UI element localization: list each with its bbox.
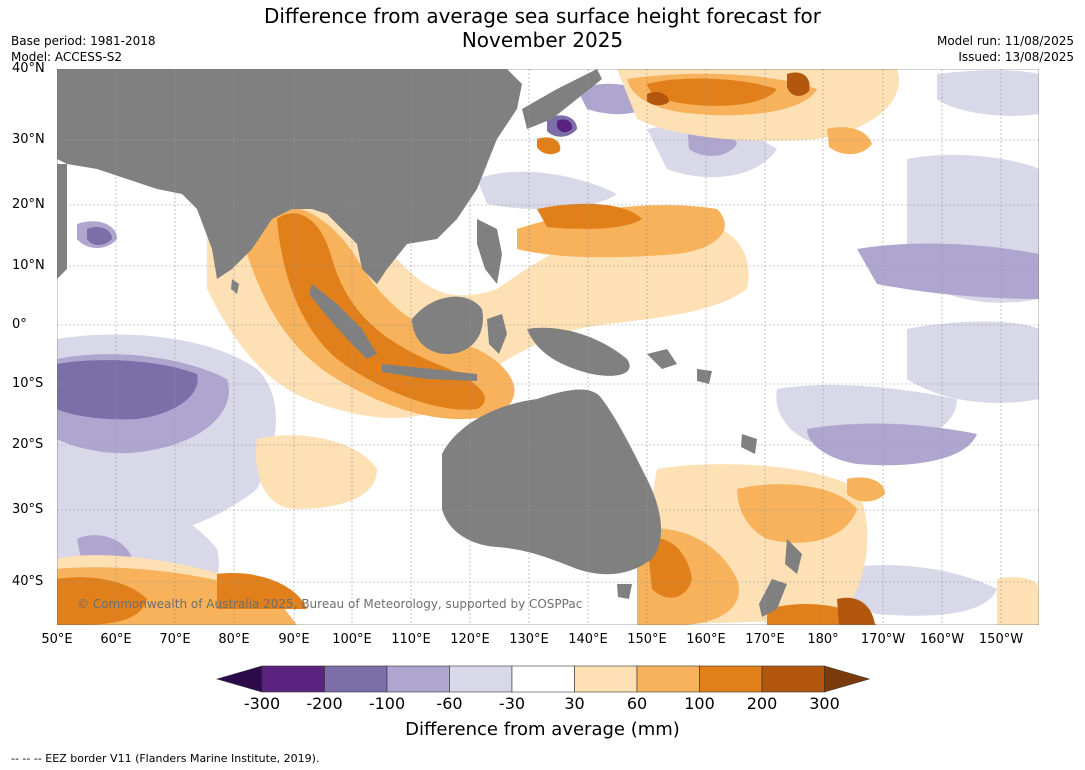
model-run: Model run: 11/08/2025 <box>936 34 1074 48</box>
colorbar-tick-label: -300 <box>243 694 281 713</box>
latitude-label: 20°S <box>12 437 44 452</box>
colorbar-bin <box>511 665 575 693</box>
anomaly-strong-positive <box>57 78 877 625</box>
colorbar-bin <box>386 665 450 693</box>
longitude-label: 160°E <box>686 632 726 647</box>
land-masses <box>57 69 802 617</box>
anomaly-extreme-negative <box>557 119 573 133</box>
latitude-label: 30°S <box>12 502 44 517</box>
meta-left: Base period: 1981-2018 Model: ACCESS-S2 <box>11 33 156 65</box>
colorbar-label: Difference from average (mm) <box>405 719 680 740</box>
copyright-notice: © Commonwealth of Australia 2025, Bureau… <box>77 597 583 611</box>
colorbar-tick-label: 30 <box>564 694 585 713</box>
colorbar-tick-label: 60 <box>626 694 648 713</box>
colorbar <box>215 665 870 693</box>
colorbar-extend-max <box>824 665 870 693</box>
colorbar-bin <box>449 665 513 693</box>
latitude-label: 30°N <box>12 132 45 147</box>
latitude-label: 20°N <box>12 197 45 212</box>
issued-date: Issued: 13/08/2025 <box>958 50 1074 64</box>
longitude-label: 70°E <box>159 632 191 647</box>
longitude-label: 120°E <box>450 632 490 647</box>
latitude-label: 40°N <box>12 61 45 76</box>
colorbar-bin <box>261 665 325 693</box>
colorbar-tick-label: -30 <box>498 694 526 713</box>
longitude-label: 150°E <box>627 632 667 647</box>
title-line-1: Difference from average sea surface heig… <box>263 4 822 28</box>
latitude-label: 10°N <box>12 258 45 273</box>
eez-footnote: -- -- -- EEZ border V11 (Flanders Marine… <box>11 752 320 765</box>
colorbar-tick-label: -200 <box>306 694 343 713</box>
sea-surface-height-map <box>57 69 1039 625</box>
latitude-label: 0° <box>12 317 27 332</box>
longitude-label: 170°W <box>860 632 906 647</box>
model-name: Model: ACCESS-S2 <box>11 50 123 64</box>
longitude-label: 60°E <box>100 632 132 647</box>
anomaly-extreme-positive <box>647 72 875 625</box>
latitude-label: 10°S <box>12 376 44 391</box>
colorbar-bin <box>324 665 388 693</box>
title-line-2: November 2025 <box>461 28 624 52</box>
longitude-label: 170°E <box>745 632 785 647</box>
longitude-label: 180° <box>807 632 839 647</box>
colorbar-tick-label: 200 <box>746 694 778 713</box>
chart-title: Difference from average sea surface heig… <box>0 4 1085 52</box>
longitude-label: 150°W <box>978 632 1024 647</box>
longitude-label: 160°W <box>919 632 965 647</box>
longitude-label: 90°E <box>278 632 310 647</box>
colorbar-tick-label: 300 <box>809 694 840 713</box>
grid-lines <box>57 69 1039 625</box>
colorbar-bin <box>761 665 825 693</box>
colorbar-bin <box>699 665 763 693</box>
longitude-label: 80°E <box>218 632 250 647</box>
longitude-label: 130°E <box>509 632 549 647</box>
colorbar-bin <box>574 665 638 693</box>
colorbar-tick-label: -100 <box>368 694 406 713</box>
latitude-label: 40°S <box>12 574 44 589</box>
colorbar-bin <box>636 665 700 693</box>
base-period: Base period: 1981-2018 <box>11 34 156 48</box>
longitude-label: 50°E <box>41 632 73 647</box>
colorbar-extend-min <box>215 665 263 693</box>
longitude-label: 110°E <box>391 632 431 647</box>
longitude-label: 100°E <box>332 632 372 647</box>
colorbar-tick-label: 100 <box>684 694 715 713</box>
longitude-label: 140°E <box>568 632 608 647</box>
colorbar-tick-label: -60 <box>436 694 463 713</box>
meta-right: Model run: 11/08/2025 Issued: 13/08/2025 <box>937 33 1074 65</box>
